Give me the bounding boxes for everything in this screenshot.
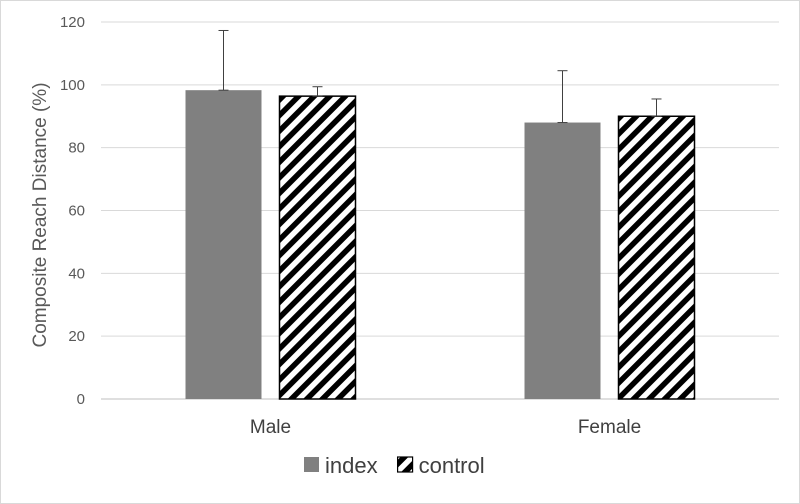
bar-control-female	[617, 115, 696, 400]
category-labels: Male Female	[250, 417, 641, 438]
y-tick-label: 120	[60, 14, 85, 31]
legend-label-control: control	[419, 453, 485, 478]
category-label-female: Female	[578, 417, 641, 438]
y-tick-label: 100	[60, 77, 85, 94]
legend: index control	[304, 453, 485, 478]
y-tick-label: 20	[68, 328, 85, 345]
legend-swatch-index	[304, 457, 319, 472]
y-axis-title: Composite Reach Distance (%)	[30, 82, 51, 347]
bar-index-female	[524, 122, 601, 400]
legend-swatch-control	[396, 456, 414, 473]
y-tick-label: 60	[68, 203, 85, 220]
y-tick-label: 0	[77, 391, 85, 408]
y-tick-label: 80	[68, 140, 85, 157]
error-bars	[218, 29, 662, 124]
y-tick-labels: 0 20 40 60 80 100 120	[60, 14, 85, 408]
y-tick-label: 40	[68, 265, 85, 282]
legend-label-index: index	[325, 453, 378, 478]
bar-control-male	[278, 95, 357, 400]
bars	[185, 90, 696, 400]
bar-index-male	[185, 90, 262, 399]
category-label-male: Male	[250, 417, 291, 438]
